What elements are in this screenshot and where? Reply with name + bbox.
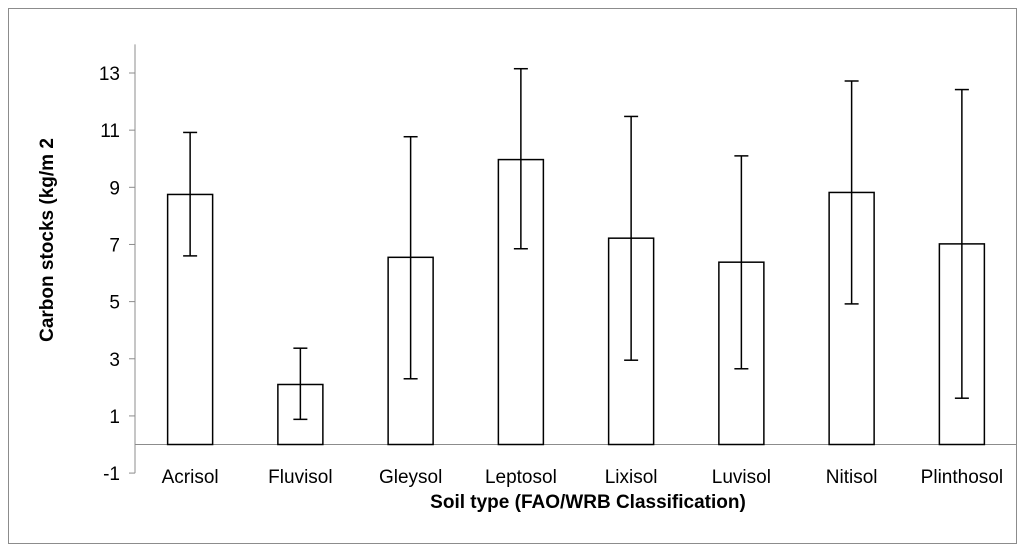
y-tick-label: 13 [99,64,120,85]
x-tick-label: Fluvisol [268,467,332,488]
bar [828,191,875,446]
y-tick-label: 1 [109,407,120,428]
y-tick-label: 3 [109,350,120,371]
x-tick-label: Acrisol [162,467,219,488]
x-tick-label: Luvisol [712,467,771,488]
y-tick-label: -1 [103,464,120,485]
chart-frame: -1 1 3 5 7 9 11 13 Acrisol Fluvisol Gleysol Leptoso… [8,8,1017,544]
x-tick-label: Nitisol [826,467,878,488]
x-tick-label: Leptosol [485,467,557,488]
y-tick-label: 7 [109,235,120,256]
y-tick-label: 11 [100,121,120,142]
y-tick-label: 5 [109,293,120,314]
y-axis-title: Carbon stocks (kg/m 2 [37,138,58,342]
y-tick-label: 9 [109,178,120,199]
x-tick-label: Gleysol [379,467,442,488]
x-tick-label: Lixisol [605,467,658,488]
x-tick-label: Plinthosol [921,467,1003,488]
x-axis-title: Soil type (FAO/WRB Classification) [430,492,746,513]
